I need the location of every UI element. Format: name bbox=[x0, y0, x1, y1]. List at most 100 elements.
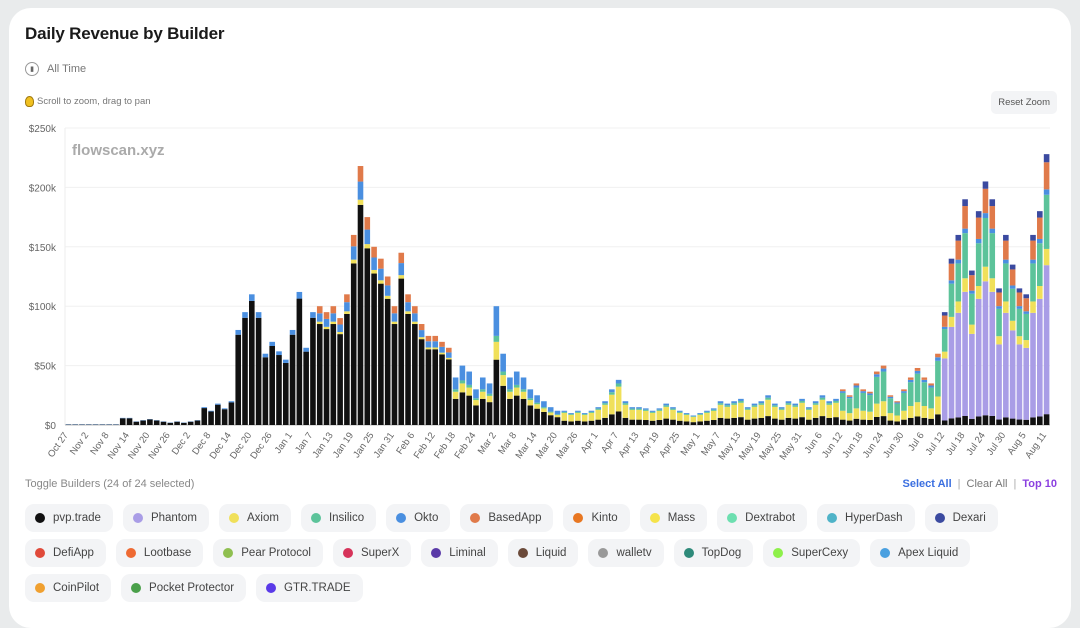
builder-toggle-superx[interactable]: SuperX bbox=[333, 539, 411, 567]
bar-segment-pvp-trade bbox=[833, 417, 839, 425]
bar-segment-pvp-trade bbox=[446, 359, 452, 425]
builder-toggle-lootbase[interactable]: Lootbase bbox=[116, 539, 203, 567]
builder-toggle-basedapp[interactable]: BasedApp bbox=[460, 504, 553, 532]
bar-segment-insilico bbox=[772, 405, 778, 407]
builder-toggle-liquid[interactable]: Liquid bbox=[508, 539, 579, 567]
x-tick-label: Apr 1 bbox=[579, 430, 601, 455]
builder-toggle-axiom[interactable]: Axiom bbox=[219, 504, 291, 532]
bar-segment-pvp-trade bbox=[168, 423, 174, 425]
bar-segment-pvp-trade bbox=[378, 284, 384, 425]
bar-segment-pvp-trade bbox=[684, 421, 690, 425]
bar-segment-axiom bbox=[385, 296, 391, 299]
builder-toggle-insilico[interactable]: Insilico bbox=[301, 504, 376, 532]
builder-name: Dextrabot bbox=[745, 512, 795, 524]
bar-segment-pvp-trade bbox=[718, 418, 724, 425]
builder-toggle-dextrabot[interactable]: Dextrabot bbox=[717, 504, 807, 532]
bar-segment-okto bbox=[962, 229, 968, 234]
bar-segment-insilico bbox=[956, 263, 962, 301]
builder-toggle-phantom[interactable]: Phantom bbox=[123, 504, 209, 532]
bar-segment-basedapp bbox=[908, 377, 914, 379]
builder-toggle-pvp-trade[interactable]: pvp.trade bbox=[25, 504, 113, 532]
builder-name: Insilico bbox=[329, 512, 364, 524]
color-dot-icon bbox=[773, 548, 783, 558]
bar-segment-pvp-trade bbox=[623, 418, 629, 425]
bar-segment-okto bbox=[772, 404, 778, 406]
y-tick-label: $0 bbox=[45, 421, 57, 432]
bar-segment-okto bbox=[337, 325, 343, 332]
bar-segment-basedapp bbox=[915, 368, 921, 371]
bar-segment-dexari bbox=[969, 271, 975, 276]
builder-toggle-coinpilot[interactable]: CoinPilot bbox=[25, 574, 111, 602]
bar-segment-dexari bbox=[956, 235, 962, 241]
bar-segment-pvp-trade bbox=[663, 419, 669, 425]
builder-toggle-walletv[interactable]: walletv bbox=[588, 539, 663, 567]
bar-segment-okto bbox=[466, 372, 472, 385]
builder-toggle-pocket-protector[interactable]: Pocket Protector bbox=[121, 574, 246, 602]
bar-segment-pvp-trade bbox=[922, 418, 928, 425]
bar-segment-insilico bbox=[670, 409, 676, 410]
bar-segment-pvp-trade bbox=[840, 420, 846, 425]
bar-segment-pvp-trade bbox=[650, 421, 656, 425]
time-range-selector[interactable]: ▮ All Time bbox=[25, 62, 86, 76]
bar-segment-insilico bbox=[1023, 314, 1029, 340]
color-dot-icon bbox=[598, 548, 608, 558]
bar-segment-insilico bbox=[1037, 243, 1043, 286]
bar-segment-basedapp bbox=[358, 166, 364, 182]
bar-segment-pvp-trade bbox=[534, 409, 540, 425]
builder-toggle-supercexy[interactable]: SuperCexy bbox=[763, 539, 860, 567]
builder-toggle-dexari[interactable]: Dexari bbox=[925, 504, 998, 532]
bar-segment-phantom bbox=[942, 358, 948, 420]
bar-segment-axiom bbox=[602, 405, 608, 418]
builder-toggle-gtr-trade[interactable]: GTR.TRADE bbox=[256, 574, 362, 602]
bar-segment-axiom bbox=[337, 332, 343, 334]
bar-segment-pvp-trade bbox=[419, 339, 425, 425]
bar-segment-okto bbox=[908, 380, 914, 382]
color-dot-icon bbox=[343, 548, 353, 558]
bar-segment-pvp-trade bbox=[439, 354, 445, 425]
bar-segment-pvp-trade bbox=[344, 314, 350, 425]
x-tick-label: Dec 26 bbox=[248, 430, 274, 461]
bar-segment-basedapp bbox=[419, 324, 425, 330]
bar-segment-basedapp bbox=[942, 316, 948, 327]
bar-segment-basedapp bbox=[439, 342, 445, 347]
builder-toggle-okto[interactable]: Okto bbox=[386, 504, 450, 532]
x-tick-label: Jul 12 bbox=[924, 430, 948, 457]
bar-segment-pvp-trade bbox=[548, 415, 554, 425]
bar-segment-phantom bbox=[996, 344, 1002, 419]
builder-toggle-mass[interactable]: Mass bbox=[640, 504, 707, 532]
builder-toggle-pear-protocol[interactable]: Pear Protocol bbox=[213, 539, 323, 567]
builder-toggle-kinto[interactable]: Kinto bbox=[563, 504, 629, 532]
bar-segment-insilico bbox=[663, 405, 669, 407]
bar-segment-okto bbox=[657, 408, 663, 409]
builder-toggle-hyperdash[interactable]: HyperDash bbox=[817, 504, 915, 532]
bar-segment-basedapp bbox=[317, 306, 323, 313]
bar-segment-okto bbox=[976, 239, 982, 243]
bar-segment-pvp-trade bbox=[989, 416, 995, 425]
bar-segment-basedapp bbox=[1017, 292, 1023, 306]
builder-toggle-apex-liquid[interactable]: Apex Liquid bbox=[870, 539, 970, 567]
x-tick-label: Jan 31 bbox=[372, 430, 397, 460]
bar-segment-insilico bbox=[528, 398, 534, 400]
builder-toggle-liminal[interactable]: Liminal bbox=[421, 539, 497, 567]
bar-segment-axiom bbox=[711, 411, 717, 420]
bar-segment-okto bbox=[317, 313, 323, 321]
bar-segment-pvp-trade bbox=[528, 405, 534, 425]
bar-segment-pvp-trade bbox=[1023, 420, 1029, 425]
bar-segment-pvp-trade bbox=[595, 420, 601, 425]
bar-segment-insilico bbox=[942, 329, 948, 352]
builder-toggle-topdog[interactable]: TopDog bbox=[674, 539, 754, 567]
bar-segment-okto bbox=[480, 377, 486, 389]
bar-segment-axiom bbox=[351, 260, 357, 264]
bar-segment-pvp-trade bbox=[847, 421, 853, 425]
bar-segment-basedapp bbox=[956, 241, 962, 260]
x-tick-label: Apr 25 bbox=[657, 430, 682, 459]
bar-segment-insilico bbox=[833, 401, 839, 403]
bar-segment-pvp-trade bbox=[229, 402, 235, 425]
revenue-chart[interactable]: $0$50k$100k$150k$200k$250kflowscan.xyzOc… bbox=[0, 110, 1080, 480]
bar-segment-axiom bbox=[759, 405, 765, 418]
bar-segment-basedapp bbox=[935, 354, 941, 358]
bar-segment-pvp-trade bbox=[602, 418, 608, 425]
builder-toggle-defiapp[interactable]: DefiApp bbox=[25, 539, 106, 567]
bar-segment-okto bbox=[759, 401, 765, 403]
bar-segment-axiom bbox=[840, 411, 846, 420]
